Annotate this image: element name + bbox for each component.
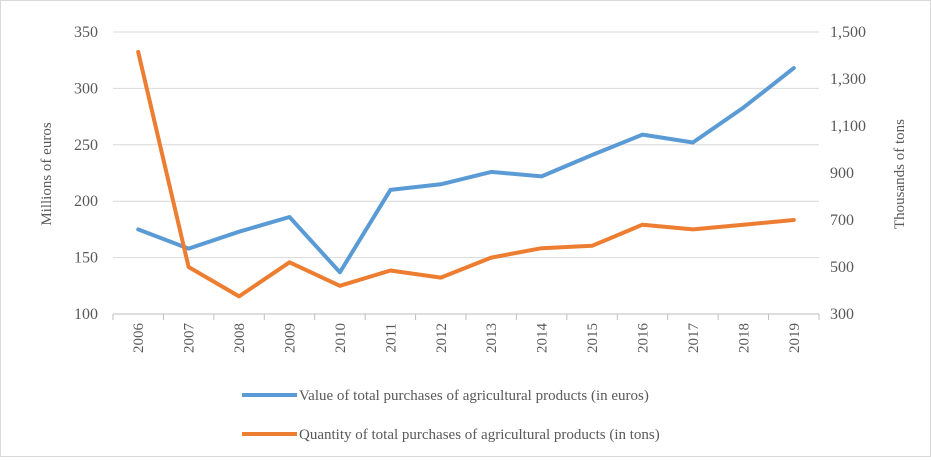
gridlines [113, 31, 819, 315]
legend: Value of total purchases of agricultural… [242, 388, 660, 443]
x-tick-label: 2006 [131, 323, 147, 354]
x-tick-label: 2016 [636, 323, 652, 354]
x-tick-label: 2013 [484, 323, 500, 353]
x-tick-label: 2018 [736, 323, 752, 353]
right-tick-label: 700 [830, 212, 854, 229]
series-line-value [136, 66, 796, 275]
series-lines [136, 50, 796, 299]
left-tick-label: 150 [74, 250, 98, 267]
x-tick-label: 2008 [232, 323, 248, 353]
legend-label-value: Value of total purchases of agricultural… [299, 388, 649, 404]
right-tick-label: 1,500 [830, 24, 866, 41]
left-tick-label: 200 [74, 193, 98, 210]
x-tick-label: 2009 [283, 323, 299, 353]
legend-label-quantity: Quantity of total purchases of agricultu… [299, 427, 660, 443]
right-tick-label: 1,100 [830, 118, 866, 135]
x-tick-label: 2007 [182, 323, 198, 354]
x-tick-label: 2015 [585, 323, 601, 353]
right-tick-label: 500 [830, 259, 854, 276]
right-tick-label: 1,300 [830, 71, 866, 88]
x-tick-label: 2010 [333, 323, 349, 353]
left-axis-ticks: 100 150 200 250 300 350 [74, 24, 98, 323]
x-tick-label: 2014 [535, 323, 551, 354]
right-axis-ticks: 300 500 700 900 1,100 1,300 1,500 [830, 24, 866, 323]
right-axis-title: Thousands of tons [892, 119, 908, 229]
left-axis-title: Millions of euros [39, 122, 55, 225]
x-axis-ticks: 2006 2007 2008 2009 2010 2011 2012 2013 2014 2015… [112, 314, 820, 354]
left-tick-label: 100 [74, 306, 98, 323]
x-tick-label: 2012 [434, 323, 450, 353]
left-tick-label: 350 [74, 24, 98, 41]
x-tick-label: 2011 [383, 323, 399, 352]
x-tick-label: 2019 [787, 323, 803, 353]
left-tick-label: 250 [74, 137, 98, 154]
series-line-quantity [136, 50, 796, 299]
left-tick-label: 300 [74, 80, 98, 97]
x-tick-label: 2017 [686, 323, 702, 354]
right-tick-label: 900 [830, 165, 854, 182]
right-tick-label: 300 [830, 306, 854, 323]
